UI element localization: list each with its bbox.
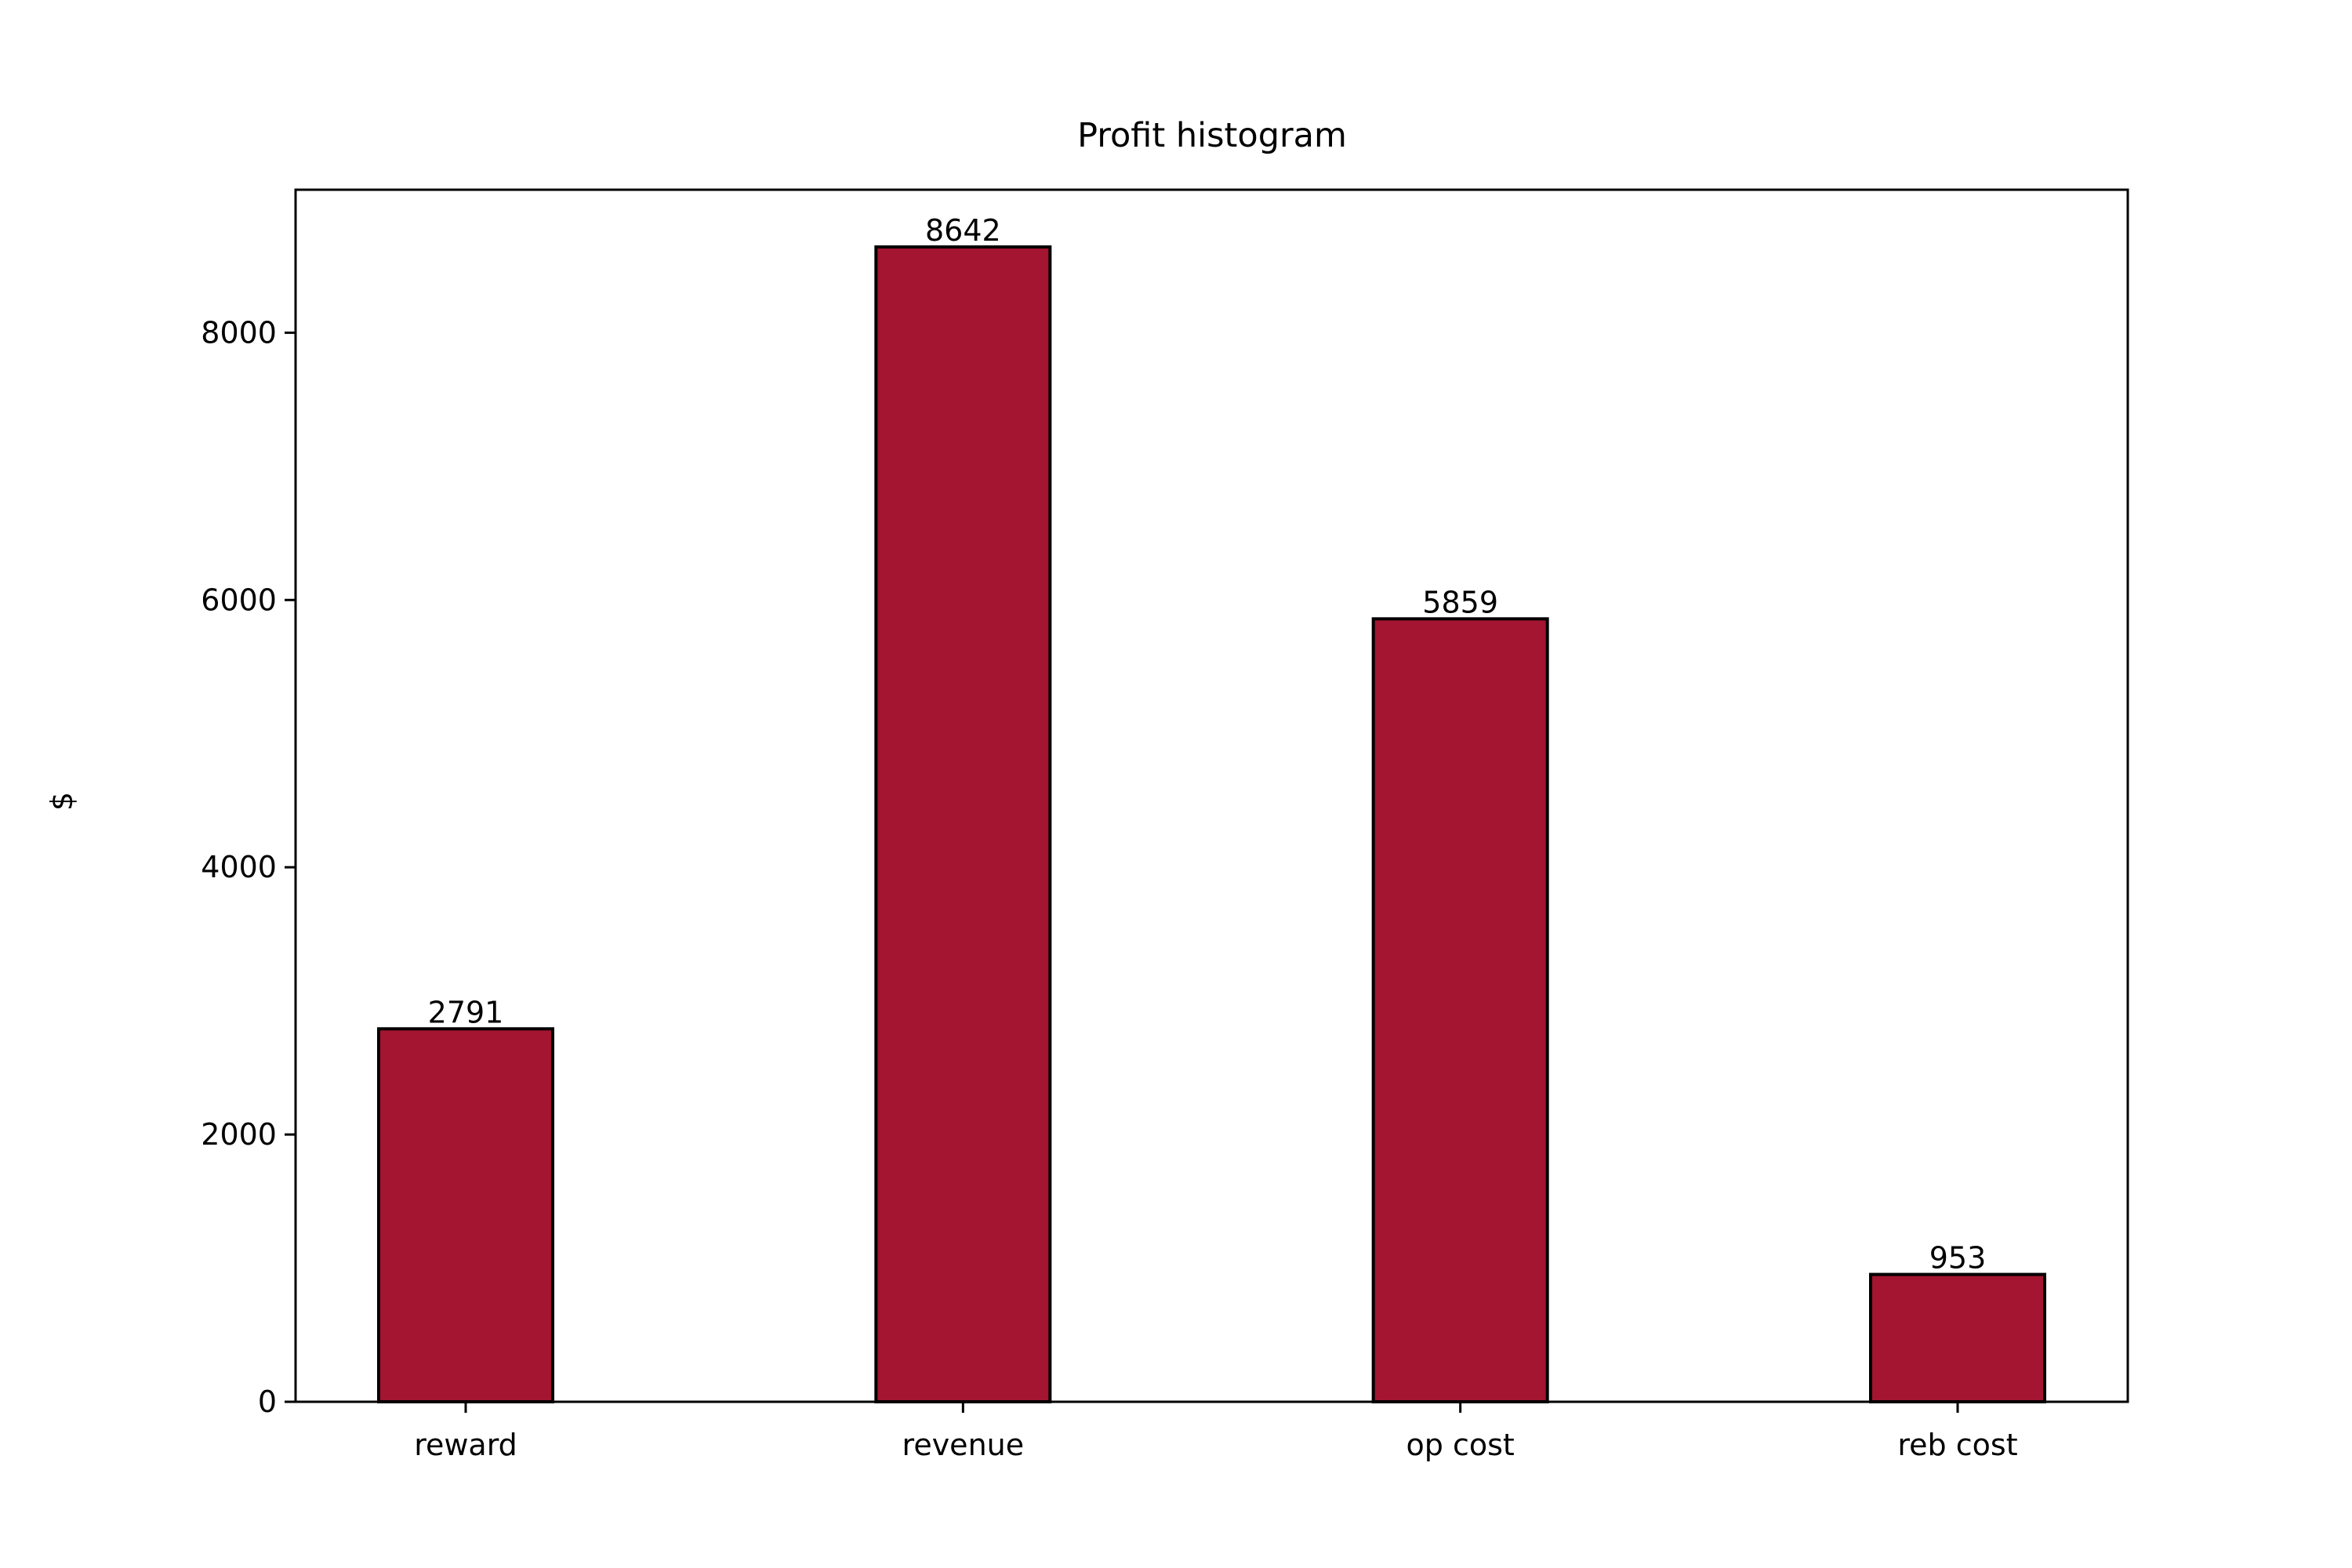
y-tick-label-0: 0	[258, 1385, 277, 1419]
y-axis-label: $	[45, 792, 79, 811]
data-label-op-cost: 5859	[1422, 585, 1498, 619]
y-tick-label-2000: 2000	[201, 1117, 277, 1152]
bars-layer	[377, 245, 2046, 1403]
data-label-reward: 2791	[428, 995, 504, 1029]
data-labels-layer: 2791 8642 5859 953	[428, 213, 1987, 1276]
bar-op-cost	[1371, 617, 1549, 1403]
bar-revenue	[874, 245, 1052, 1403]
data-label-revenue: 8642	[925, 213, 1001, 248]
x-tick-label-reb-cost: reb cost	[1897, 1428, 2017, 1462]
chart-title: Profit histogram	[1077, 116, 1347, 155]
bar-reb-cost	[1869, 1272, 2046, 1403]
y-axis-ticks: 0 2000 4000 6000 8000	[201, 315, 296, 1419]
x-tick-label-op-cost: op cost	[1406, 1428, 1515, 1462]
plot-area-frame	[294, 188, 2129, 1403]
y-tick-label-4000: 4000	[201, 850, 277, 884]
bar-reward	[377, 1027, 554, 1403]
x-tick-label-revenue: revenue	[902, 1428, 1025, 1462]
x-tick-label-reward: reward	[414, 1428, 517, 1462]
data-label-reb-cost: 953	[1929, 1241, 1987, 1276]
y-tick-label-8000: 8000	[201, 315, 277, 350]
x-axis-ticks: reward revenue op cost reb cost	[414, 1402, 2018, 1462]
y-tick-label-6000: 6000	[201, 583, 277, 617]
